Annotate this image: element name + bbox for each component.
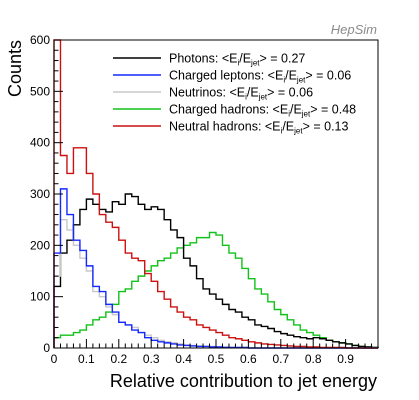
- y-tick-label: 400: [30, 136, 50, 150]
- x-axis-title: Relative contribution to jet energy: [110, 371, 377, 391]
- x-tick-label: 0.4: [175, 352, 192, 366]
- x-tick-label: 0.3: [143, 352, 160, 366]
- legend-label-neutrinos: Neutrinos: <Ei/Ejet> = 0.06: [169, 86, 313, 102]
- y-axis-title: Counts: [5, 40, 25, 97]
- y-tick-label: 100: [30, 290, 50, 304]
- watermark: HepSim: [331, 22, 377, 37]
- x-tick-label: 0.6: [240, 352, 257, 366]
- x-tick-label: 0.1: [78, 352, 95, 366]
- y-tick-label: 0: [43, 341, 50, 355]
- y-tick-label: 600: [30, 33, 50, 47]
- series-line-photons: [53, 193, 379, 349]
- legend-label-neutral-hadrons: Neutral hadrons: <Ei/Ejet> = 0.13: [169, 120, 349, 136]
- legend-label-charged-leptons: Charged leptons: <Ei/Ejet> = 0.06: [169, 69, 351, 85]
- legend-label-photons: Photons: <Ei/Ejet> = 0.27: [169, 52, 305, 68]
- y-tick-label: 500: [30, 84, 50, 98]
- y-tick-label: 200: [30, 238, 50, 252]
- x-tick-label: 0.9: [337, 352, 354, 366]
- x-tick-label: 0.2: [110, 352, 127, 366]
- legend-label-charged-hadrons: Charged hadrons: <Ei/Ejet> = 0.48: [169, 103, 356, 119]
- x-tick-label: 0: [51, 352, 58, 366]
- y-tick-label: 300: [30, 187, 50, 201]
- x-tick-label: 0.8: [305, 352, 322, 366]
- x-tick-label: 0.7: [272, 352, 289, 366]
- ticks-layer: 0 0.1 0.2 0.3 0.4 0.5 0.6 0.7 0.8 0.9 0 100 200 300 40…: [30, 33, 373, 366]
- x-tick-label: 0.5: [208, 352, 225, 366]
